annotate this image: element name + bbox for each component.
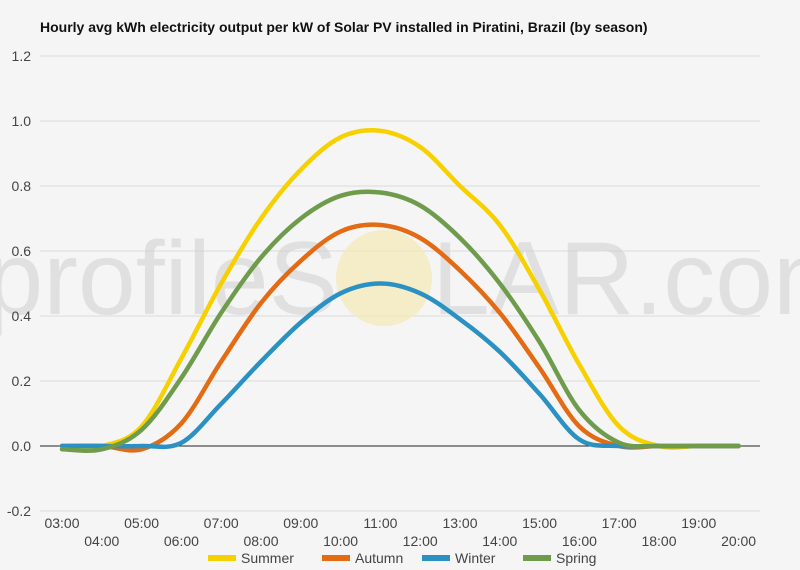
y-tick-label: 1.0 (12, 113, 32, 129)
x-tick-label: 06:00 (164, 533, 199, 549)
axis-layer: 1.2 1.0 0.8 0.6 0.4 0.2 0.0 -0.2 03:00 04:00 05:00… (7, 48, 760, 549)
y-tick-label: 1.2 (12, 48, 32, 64)
x-tick-label: 09:00 (283, 515, 318, 531)
x-tick-label: 15:00 (522, 515, 557, 531)
watermark-logo: profileS LAR.com (0, 221, 800, 337)
chart-title: Hourly avg kWh electricity output per kW… (40, 19, 648, 35)
legend-label-winter: Winter (455, 550, 496, 566)
x-tick-label: 17:00 (602, 515, 637, 531)
legend-swatch-autumn (322, 555, 350, 561)
y-tick-label: 0.0 (12, 438, 32, 454)
legend-label-autumn: Autumn (355, 550, 403, 566)
legend-swatch-summer (208, 555, 236, 561)
x-tick-label: 10:00 (323, 533, 358, 549)
x-tick-label: 19:00 (681, 515, 716, 531)
series-line-summer (59, 127, 741, 450)
x-tick-label: 14:00 (482, 533, 517, 549)
legend-label-spring: Spring (556, 550, 596, 566)
series-layer (59, 127, 741, 453)
y-tick-label: -0.2 (7, 503, 31, 519)
x-tick-label: 08:00 (243, 533, 278, 549)
series-line-spring (59, 189, 741, 453)
x-tick-label: 11:00 (363, 515, 397, 531)
y-tick-label: 0.8 (12, 178, 32, 194)
y-tick-label: 0.6 (12, 243, 32, 259)
legend-swatch-winter (422, 555, 450, 561)
watermark-text-left: profileS (0, 221, 338, 337)
x-tick-label: 13:00 (442, 515, 477, 531)
watermark-text-right: LAR.com (432, 221, 800, 337)
x-tick-label: 12:00 (403, 533, 438, 549)
legend-label-summer: Summer (241, 550, 294, 566)
x-tick-label: 20:00 (721, 533, 756, 549)
legend-swatch-spring (523, 555, 551, 561)
x-tick-label: 18:00 (641, 533, 676, 549)
x-tick-label: 04:00 (84, 533, 119, 549)
x-tick-label: 05:00 (124, 515, 159, 531)
y-tick-label: 0.4 (12, 308, 32, 324)
legend: Summer Autumn Winter Spring (208, 550, 596, 566)
x-tick-label: 07:00 (204, 515, 239, 531)
y-tick-label: 0.2 (12, 373, 32, 389)
watermark-sun-icon (336, 230, 432, 326)
x-tick-label: 03:00 (44, 515, 79, 531)
x-tick-label: 16:00 (562, 533, 597, 549)
